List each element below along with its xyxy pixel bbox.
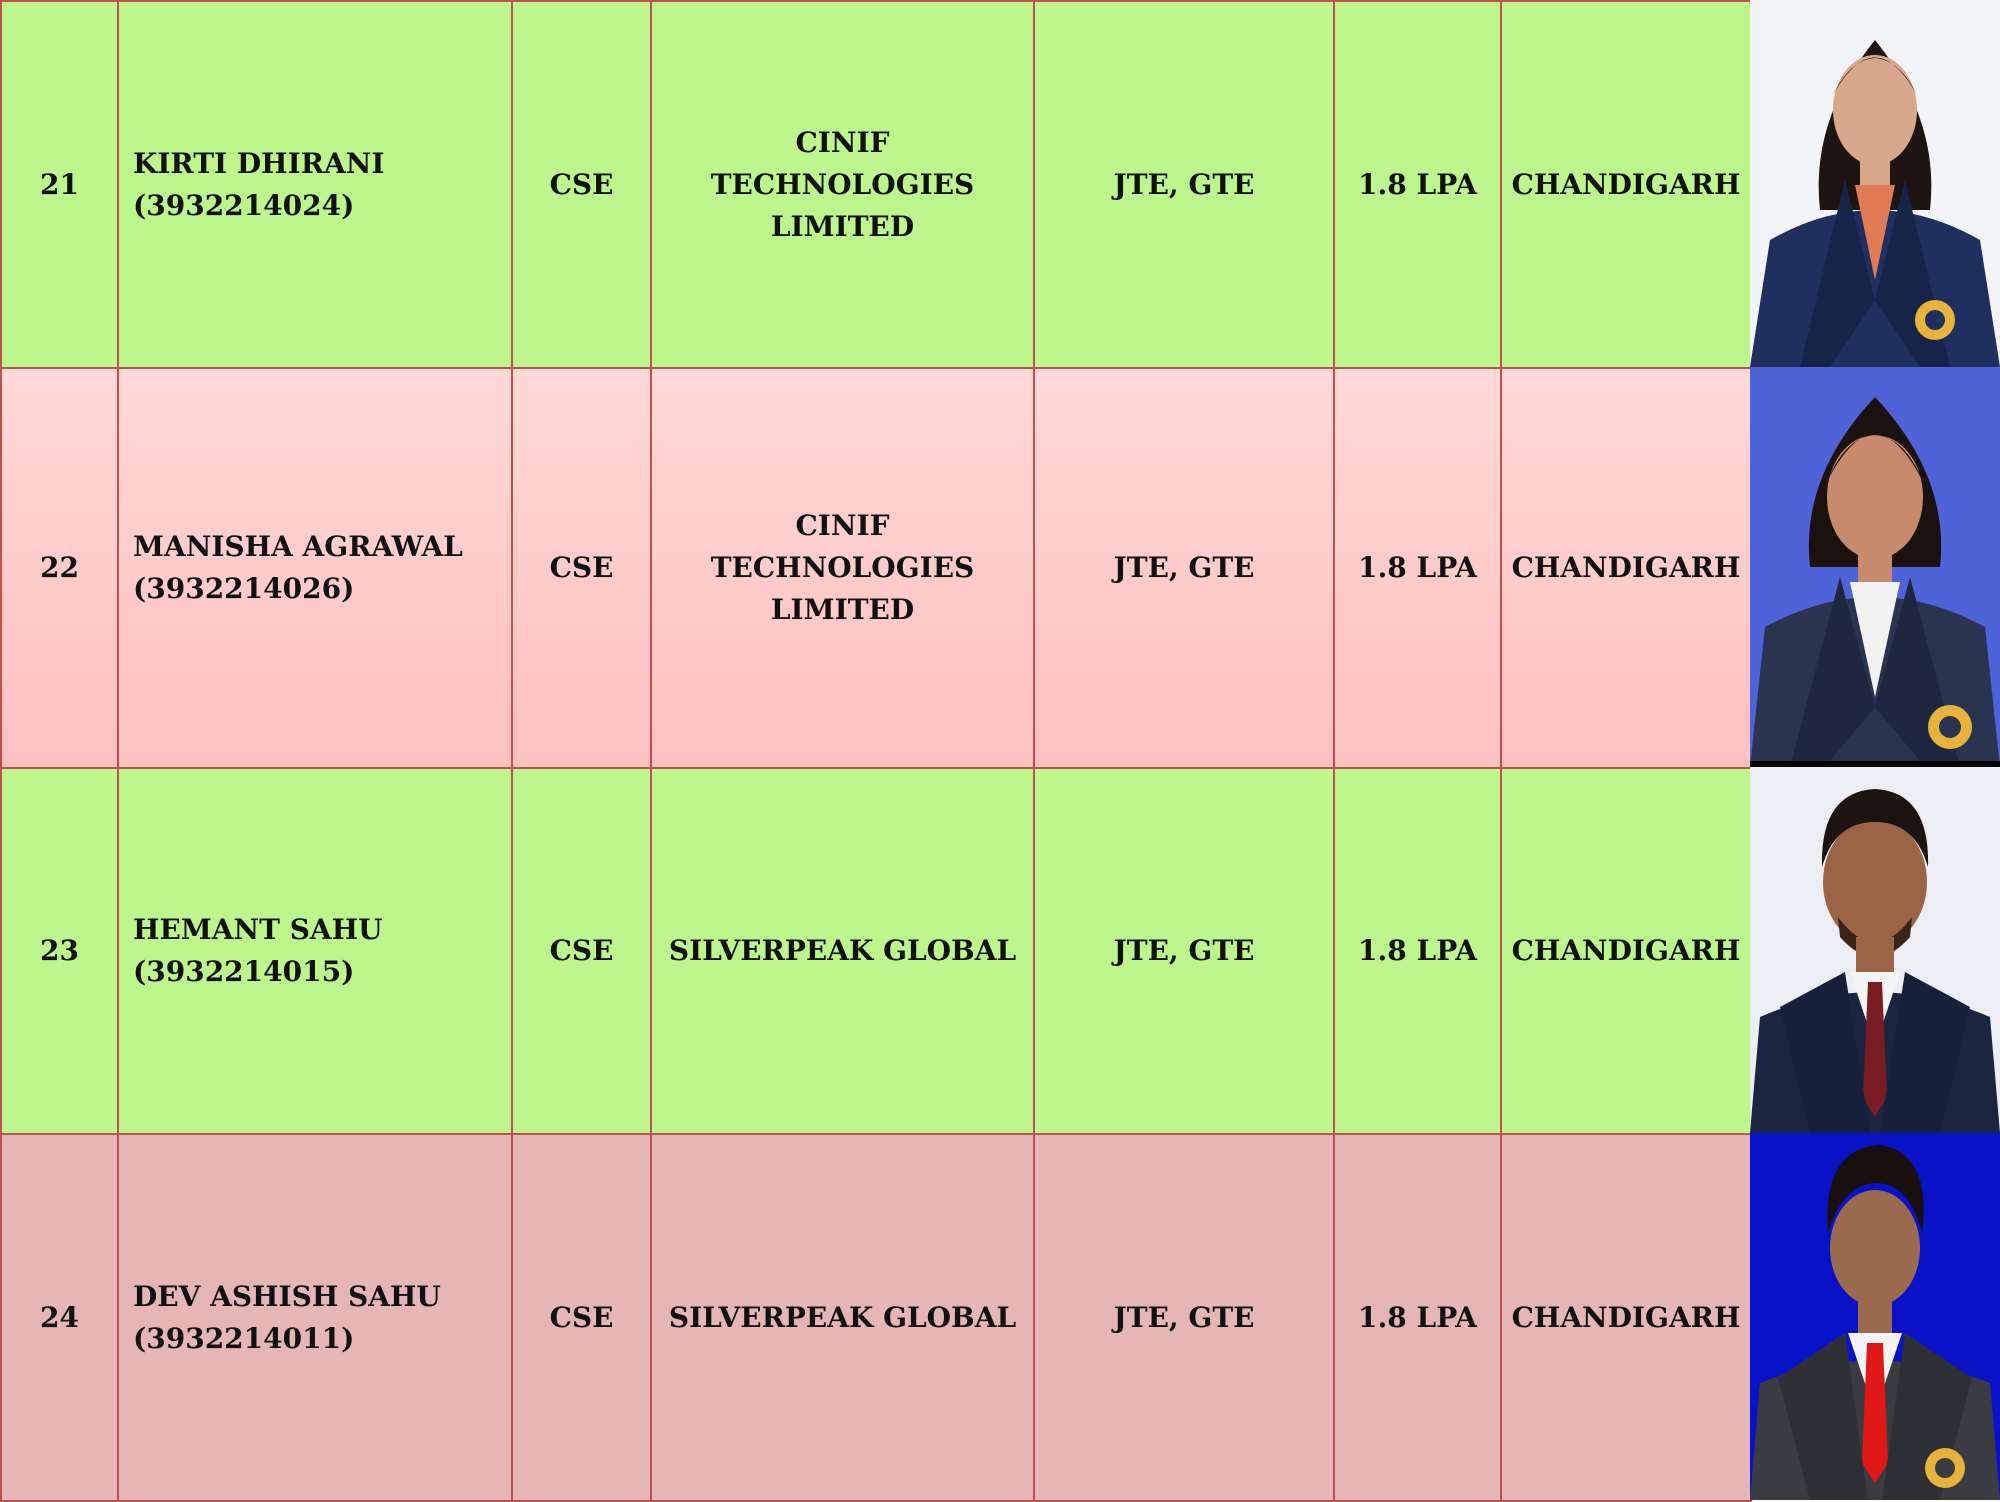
company-cell: CINIF TECHNOLOGIES LIMITED bbox=[650, 367, 1035, 769]
female-student-photo bbox=[1750, 367, 2000, 767]
package: 1.8 LPA bbox=[1333, 1133, 1502, 1502]
roll-number: (3932214026) bbox=[133, 572, 355, 605]
job-profile: JTE, GTE bbox=[1033, 367, 1335, 769]
company-name: SILVERPEAK GLOBAL bbox=[668, 1300, 1017, 1334]
student-photo bbox=[1750, 767, 2000, 1133]
student-name: DEV ASHISH SAHU bbox=[133, 1279, 441, 1313]
job-profile: JTE, GTE bbox=[1033, 1133, 1335, 1502]
student-name: HEMANT SAHU bbox=[133, 913, 383, 946]
serial-number: 23 bbox=[0, 767, 119, 1135]
branch: CSE bbox=[511, 367, 652, 769]
placement-table: 21 KIRTI DHIRANI (3932214024) CSE CINIF … bbox=[0, 0, 1752, 1502]
roll-number: (3932214011) bbox=[133, 1321, 355, 1355]
table-row: 24 DEV ASHISH SAHU (3932214011) CSE SILV… bbox=[0, 1133, 1752, 1502]
package: 1.8 LPA bbox=[1333, 367, 1502, 769]
branch: CSE bbox=[511, 1133, 652, 1502]
location: CHANDIGARH bbox=[1500, 767, 1752, 1135]
table-row: 22 MANISHA AGRAWAL (3932214026) CSE CINI… bbox=[0, 367, 1752, 769]
male-student-photo bbox=[1750, 1133, 2000, 1500]
roll-number: (3932214015) bbox=[133, 955, 355, 988]
student-name-cell: MANISHA AGRAWAL (3932214026) bbox=[117, 367, 513, 769]
company-cell: SILVERPEAK GLOBAL bbox=[650, 767, 1035, 1135]
company-name: SILVERPEAK GLOBAL bbox=[668, 934, 1017, 967]
student-name: MANISHA AGRAWAL bbox=[133, 530, 463, 563]
student-name-cell: KIRTI DHIRANI (3932214024) bbox=[117, 0, 513, 369]
student-photo bbox=[1750, 367, 2000, 767]
company-name: CINIF TECHNOLOGIES bbox=[710, 509, 975, 584]
package: 1.8 LPA bbox=[1333, 767, 1502, 1135]
table-row: 21 KIRTI DHIRANI (3932214024) CSE CINIF … bbox=[0, 0, 1752, 369]
serial-number: 22 bbox=[0, 367, 119, 769]
male-student-photo bbox=[1750, 767, 2000, 1133]
serial-number: 24 bbox=[0, 1133, 119, 1502]
serial-number: 21 bbox=[0, 0, 119, 369]
student-name-cell: DEV ASHISH SAHU (3932214011) bbox=[117, 1133, 513, 1502]
company-name-suffix: LIMITED bbox=[770, 209, 915, 243]
job-profile: JTE, GTE bbox=[1033, 0, 1335, 369]
student-photo bbox=[1750, 0, 2000, 367]
branch: CSE bbox=[511, 0, 652, 369]
job-profile: JTE, GTE bbox=[1033, 767, 1335, 1135]
roll-number: (3932214024) bbox=[133, 188, 355, 222]
photo-column bbox=[1750, 0, 2000, 1500]
package: 1.8 LPA bbox=[1333, 0, 1502, 369]
table-row: 23 HEMANT SAHU (3932214015) CSE SILVERPE… bbox=[0, 767, 1752, 1135]
female-student-photo bbox=[1750, 0, 2000, 367]
student-name: KIRTI DHIRANI bbox=[133, 146, 385, 180]
student-photo bbox=[1750, 1133, 2000, 1500]
location: CHANDIGARH bbox=[1500, 1133, 1752, 1502]
branch: CSE bbox=[511, 767, 652, 1135]
company-name: CINIF TECHNOLOGIES bbox=[710, 125, 975, 201]
location: CHANDIGARH bbox=[1500, 367, 1752, 769]
company-cell: CINIF TECHNOLOGIES LIMITED bbox=[650, 0, 1035, 369]
company-name-suffix: LIMITED bbox=[770, 593, 915, 626]
student-name-cell: HEMANT SAHU (3932214015) bbox=[117, 767, 513, 1135]
location: CHANDIGARH bbox=[1500, 0, 1752, 369]
company-cell: SILVERPEAK GLOBAL bbox=[650, 1133, 1035, 1502]
